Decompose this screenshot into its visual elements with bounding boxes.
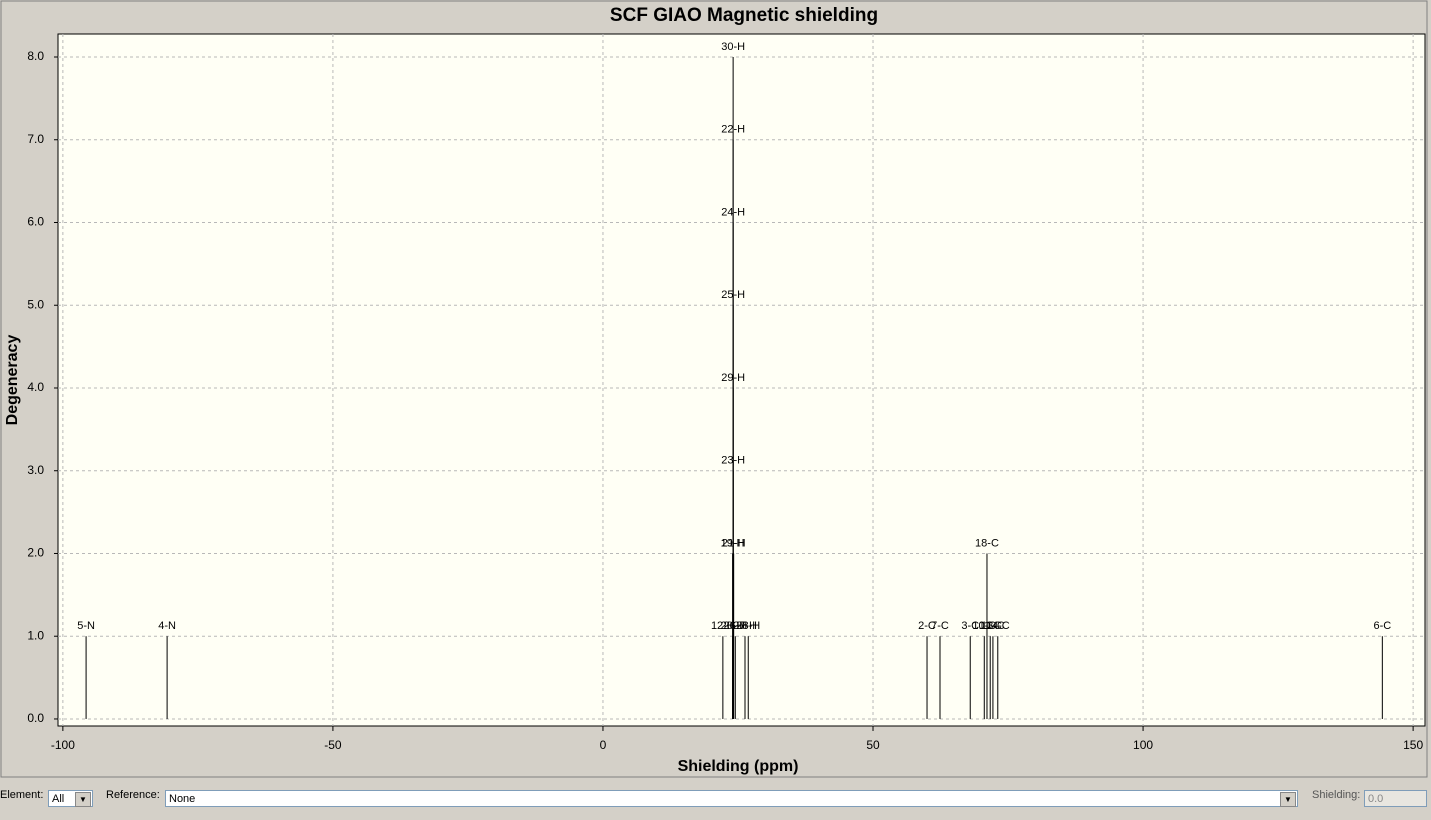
x-tick-label: 100 bbox=[1133, 738, 1153, 752]
x-tick-label: 50 bbox=[866, 738, 880, 752]
peak-label: 7-C bbox=[931, 620, 949, 632]
reference-value: None bbox=[169, 793, 196, 805]
y-axis-label: Degeneracy bbox=[4, 335, 21, 426]
peak-label: 2-C bbox=[918, 620, 936, 632]
y-tick-label: 0.0 bbox=[27, 711, 44, 725]
x-axis-label: Shielding (ppm) bbox=[678, 758, 799, 775]
x-tick-label: 150 bbox=[1403, 738, 1423, 752]
y-tick-label: 2.0 bbox=[27, 546, 44, 560]
x-tick-label: -50 bbox=[324, 738, 342, 752]
shielding-input: 0.0 bbox=[1364, 790, 1427, 807]
element-label: Element: bbox=[0, 789, 44, 801]
peak-label: 13-C bbox=[981, 620, 1005, 632]
peak-label: 27-H bbox=[733, 620, 757, 632]
y-tick-label: 4.0 bbox=[27, 380, 44, 394]
peak-label: 28-H bbox=[736, 620, 760, 632]
peak-label: 11-C bbox=[979, 620, 1002, 632]
peak-label: 19-H bbox=[721, 537, 745, 549]
chart: SCF GIAO Magnetic shielding Shielding (p… bbox=[0, 0, 1428, 778]
peak-label: 26-H bbox=[723, 620, 747, 632]
dropdown-arrow[interactable]: ▼ bbox=[1280, 792, 1296, 807]
y-tick-label: 7.0 bbox=[27, 132, 44, 146]
dropdown-arrow[interactable]: ▼ bbox=[75, 792, 91, 807]
peak-label: 14-C bbox=[986, 620, 1010, 632]
peak-label: 4-N bbox=[158, 620, 176, 632]
peak-label: 18-C bbox=[975, 537, 999, 549]
reference-label: Reference: bbox=[106, 789, 160, 801]
peak-label: 5-N bbox=[77, 620, 95, 632]
peak-label: 6-C bbox=[1373, 620, 1391, 632]
reference-select[interactable]: None ▼ bbox=[165, 790, 1298, 807]
peak-label: 10-C bbox=[972, 620, 996, 632]
y-tick-label: 5.0 bbox=[27, 297, 44, 311]
plot-area bbox=[57, 33, 1426, 727]
chart-title: SCF GIAO Magnetic shielding bbox=[610, 5, 878, 26]
peak-label: 12-H bbox=[711, 620, 735, 632]
element-select[interactable]: All ▼ bbox=[48, 790, 93, 807]
x-tick-label: -100 bbox=[51, 738, 75, 752]
y-tick-label: 3.0 bbox=[27, 463, 44, 477]
peak-label: 30-H bbox=[721, 41, 745, 53]
x-tick-label: 0 bbox=[600, 738, 607, 752]
y-tick-label: 6.0 bbox=[27, 215, 44, 229]
y-tick-label: 1.0 bbox=[27, 628, 44, 642]
element-value: All bbox=[52, 793, 65, 805]
peak-label: 3-C bbox=[961, 620, 979, 632]
peak-label: 21-H bbox=[722, 537, 746, 549]
y-tick-label: 8.0 bbox=[27, 49, 44, 63]
shielding-label: Shielding: bbox=[1312, 789, 1361, 801]
